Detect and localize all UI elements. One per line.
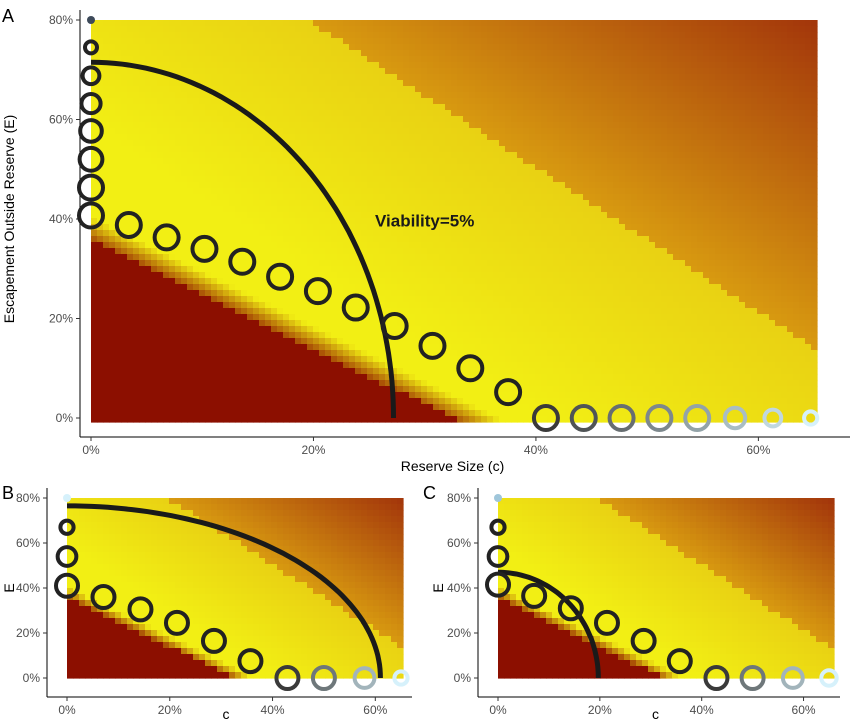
data-point — [79, 91, 103, 116]
data-point — [352, 666, 377, 690]
data-point — [87, 16, 95, 24]
y-tick-label: 20% — [16, 626, 40, 640]
viability-curve — [67, 503, 383, 679]
data-point — [54, 572, 80, 599]
data-point — [274, 665, 301, 691]
x-tick-label: 40% — [690, 703, 714, 717]
data-point — [780, 666, 805, 690]
y-tick-label: 60% — [16, 536, 40, 550]
panel-b: 0% 20% 40% 60% 0% 20% 40% 60% 80% c E — [1, 488, 412, 722]
y-tick-label: 40% — [16, 581, 40, 595]
data-point — [58, 518, 76, 536]
data-point — [341, 293, 370, 322]
x-tick-label: 20% — [158, 703, 182, 717]
x-tick-label: 0% — [82, 443, 100, 457]
panel-label-b: B — [2, 483, 14, 503]
data-point — [77, 201, 105, 230]
y-tick-label: 40% — [49, 212, 73, 226]
y-tick-label: 0% — [23, 671, 41, 685]
data-point — [190, 234, 219, 263]
data-point — [569, 404, 598, 432]
x-tick-label: 20% — [588, 703, 612, 717]
x-tick-label: 40% — [261, 703, 285, 717]
data-point — [762, 407, 784, 429]
data-point — [739, 665, 766, 691]
data-point — [77, 145, 105, 173]
data-point — [489, 518, 507, 536]
y-axis-label: Escapement Outside Reserve (E) — [1, 115, 17, 324]
data-point — [127, 596, 154, 623]
x-tick-label: 0% — [489, 703, 507, 717]
panel-label-c: C — [423, 483, 436, 503]
data-point — [392, 669, 410, 687]
data-point — [494, 494, 502, 502]
panel-a: 0% 20% 40% 60% 0% 20% 40% 60% 80% Reserve Size (c… — [1, 10, 850, 474]
data-point — [531, 404, 560, 432]
y-tick-label: 0% — [454, 671, 472, 685]
data-point — [83, 39, 99, 56]
y-tick-label: 60% — [447, 536, 471, 550]
data-point — [819, 668, 839, 688]
y-tick-label: 80% — [447, 491, 471, 505]
data-point — [80, 65, 102, 87]
y-tick-label: 80% — [16, 491, 40, 505]
data-point — [77, 173, 105, 202]
data-point — [228, 247, 257, 276]
x-axis-label: Reserve Size (c) — [401, 458, 504, 474]
data-point — [163, 609, 190, 636]
x-tick-label: 40% — [524, 443, 548, 457]
data-point — [55, 545, 79, 568]
data-point — [607, 404, 636, 432]
x-tick-label: 60% — [792, 703, 816, 717]
data-point — [418, 331, 447, 360]
x-axis-label: c — [223, 706, 230, 722]
heatmap — [67, 498, 404, 679]
y-tick-label: 60% — [49, 113, 73, 127]
data-point — [380, 311, 409, 340]
y-tick-label: 20% — [447, 626, 471, 640]
data-point — [303, 277, 332, 306]
data-point — [456, 354, 485, 383]
data-point — [683, 404, 712, 432]
data-point — [200, 627, 227, 654]
viability-curve — [498, 569, 601, 678]
data-point — [645, 404, 674, 432]
x-tick-label: 20% — [301, 443, 325, 457]
y-tick-label: 40% — [447, 581, 471, 595]
data-point — [593, 609, 620, 636]
data-point — [114, 210, 143, 239]
data-point — [703, 665, 730, 691]
y-tick-label: 80% — [49, 13, 73, 27]
x-axis-label: c — [652, 706, 659, 722]
data-point — [237, 648, 264, 675]
panel-label-a: A — [2, 6, 14, 26]
y-axis-label: E — [430, 583, 446, 592]
data-point — [310, 665, 337, 691]
x-tick-label: 60% — [363, 703, 387, 717]
heatmap — [91, 20, 818, 423]
data-point — [266, 262, 295, 291]
data-point — [90, 584, 117, 610]
data-point — [494, 378, 523, 407]
y-tick-label: 0% — [56, 411, 74, 425]
data-point — [486, 545, 510, 568]
data-point — [63, 494, 71, 502]
viability-annotation: Viability=5% — [375, 211, 474, 230]
x-tick-label: 0% — [58, 703, 76, 717]
data-point — [630, 627, 657, 654]
data-point — [485, 571, 511, 598]
data-point — [666, 648, 693, 675]
data-point — [557, 595, 584, 622]
data-point — [152, 223, 181, 252]
data-point — [802, 409, 820, 427]
panel-c: 0% 20% 40% 60% 0% 20% 40% 60% 80% c E — [430, 488, 840, 722]
data-point — [78, 118, 104, 144]
data-point — [521, 582, 548, 609]
x-tick-label: 60% — [746, 443, 770, 457]
y-tick-label: 20% — [49, 312, 73, 326]
y-axis-label: E — [1, 583, 17, 592]
data-point — [722, 405, 748, 431]
